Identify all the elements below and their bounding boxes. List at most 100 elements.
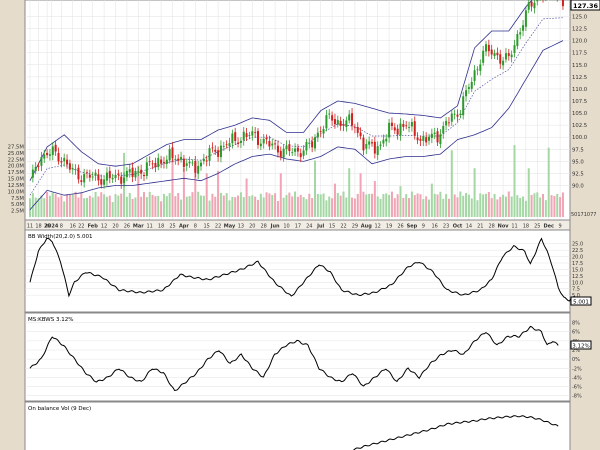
candle-body	[134, 171, 137, 178]
candle	[168, 145, 171, 164]
candle-body	[385, 138, 388, 142]
candle	[80, 175, 83, 186]
volume-bar	[200, 195, 202, 217]
price-axis-tick: 92.5	[572, 171, 584, 177]
volume-bar	[396, 194, 399, 217]
date-axis-tick: 8	[194, 224, 197, 230]
indicator-axis-tick: 22.5	[572, 248, 583, 254]
candle-body	[479, 64, 482, 71]
candle	[396, 124, 399, 140]
candle	[345, 116, 348, 132]
relperf-line	[29, 325, 559, 392]
volume-bar	[291, 196, 294, 217]
candle-body	[331, 115, 334, 121]
candle-body	[148, 161, 151, 162]
bbwidth-line	[29, 237, 575, 302]
candle	[182, 155, 185, 172]
candle-body	[71, 168, 74, 170]
candle-body	[430, 133, 433, 138]
candle-body	[396, 128, 399, 135]
candle-body	[46, 152, 49, 156]
candle	[373, 136, 376, 159]
volume-bar	[97, 196, 100, 217]
volume-bar	[513, 145, 516, 217]
volume-bar	[148, 191, 151, 217]
price-axis-tick: 110.0	[572, 87, 588, 93]
volume-bar	[456, 197, 459, 217]
candle-body	[88, 174, 91, 178]
candle-body	[151, 163, 154, 165]
volume-bar	[322, 193, 325, 217]
candle-body	[162, 162, 165, 164]
volume-bar	[279, 173, 282, 217]
candle-body	[308, 143, 311, 144]
candle-body	[182, 158, 185, 168]
volume-bar	[217, 170, 220, 217]
indicator-axis-tick: 8%	[572, 321, 580, 327]
candle	[425, 132, 428, 147]
candle	[208, 144, 211, 167]
candle-body	[202, 158, 205, 162]
candle	[561, 0, 564, 10]
candle-body	[467, 87, 470, 90]
candle	[276, 140, 279, 158]
volume-bar	[268, 193, 271, 217]
candle	[60, 157, 63, 168]
candle	[376, 141, 379, 161]
volume-bar	[433, 193, 436, 217]
candle	[239, 137, 242, 149]
candle	[325, 109, 328, 132]
date-axis-tick: 9	[422, 224, 425, 230]
candle-body	[485, 44, 487, 52]
date-axis-tick: 2024	[44, 224, 58, 230]
candle-body	[274, 143, 277, 145]
last-price-tag: 127.36	[570, 0, 600, 11]
candle	[433, 127, 436, 140]
candle	[131, 162, 134, 182]
candle	[171, 142, 174, 163]
candle	[465, 84, 468, 102]
volume-bar	[430, 183, 433, 217]
candle-body	[453, 113, 456, 115]
candle-body	[276, 145, 279, 153]
candle	[342, 119, 345, 132]
indicator-axis-tick: -4%	[572, 375, 582, 381]
volume-bar	[524, 200, 527, 217]
candle-body	[242, 131, 245, 141]
candle	[308, 138, 311, 149]
indicator-axis-tick: -6%	[572, 385, 582, 391]
date-axis-tick: Jul	[316, 224, 324, 230]
volume-bar	[168, 193, 171, 217]
volume-bar	[373, 181, 376, 217]
candle-body	[185, 163, 188, 166]
volume-bar	[462, 195, 465, 217]
candle-body	[459, 113, 462, 116]
candle	[388, 119, 391, 143]
volume-bar	[510, 196, 513, 217]
volume-bar	[237, 195, 240, 217]
volume-bar	[422, 199, 425, 217]
date-axis-tick: 11	[27, 224, 33, 230]
candle	[371, 139, 373, 147]
volume-bar	[185, 196, 188, 217]
relperf-last-tag-box	[570, 340, 592, 350]
candle-body	[299, 153, 302, 158]
volume-bar	[205, 173, 208, 217]
volume-bar	[351, 197, 354, 217]
candle	[160, 155, 163, 169]
volume-bar	[413, 195, 416, 217]
date-axis-tick: 18	[35, 224, 41, 230]
candle-body	[302, 150, 305, 156]
candle	[319, 126, 322, 138]
candle-body	[197, 165, 200, 174]
candle-body	[388, 122, 391, 138]
volume-bar	[553, 195, 556, 217]
candle	[365, 139, 368, 155]
candle	[393, 123, 396, 135]
candle	[120, 172, 123, 189]
candle-body	[245, 133, 248, 138]
date-axis-tick: 24	[306, 224, 312, 230]
candle-body	[373, 141, 376, 154]
candle	[402, 120, 405, 131]
candle-body	[291, 152, 294, 154]
